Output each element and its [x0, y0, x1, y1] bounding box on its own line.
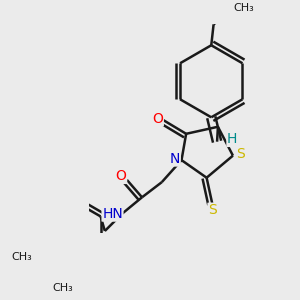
Text: H: H [227, 132, 237, 146]
Text: CH₃: CH₃ [11, 252, 32, 262]
Text: CH₃: CH₃ [52, 283, 74, 293]
Text: HN: HN [102, 207, 123, 221]
Text: N: N [170, 152, 180, 166]
Text: O: O [116, 169, 127, 183]
Text: CH₃: CH₃ [233, 3, 254, 13]
Text: O: O [152, 112, 163, 126]
Text: S: S [236, 148, 245, 161]
Text: S: S [208, 203, 217, 217]
